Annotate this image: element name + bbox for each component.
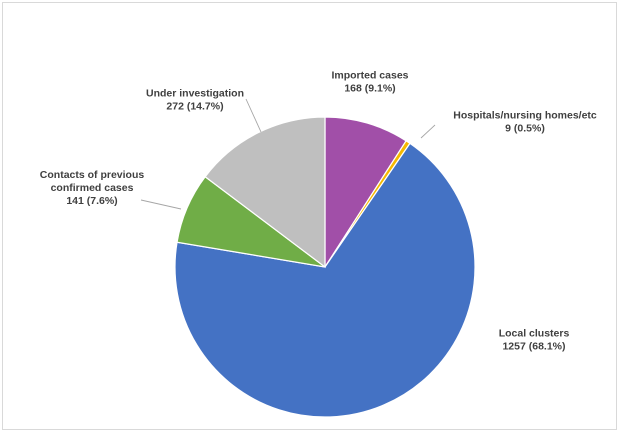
pie-slice-local-clusters [174,142,476,418]
leader-line-hospitals-nursing-homes-etc [420,124,436,139]
slice-value-label: 168 (9.1%) [344,83,395,95]
leader-line-contacts-of-previous-confirmed-cases [140,199,182,210]
slice-value-label: 1257 (68.1%) [502,341,565,353]
slice-category-label: Hospitals/nursing homes/etc [453,110,597,122]
slice-category-label: Under investigation [146,88,244,100]
pie-slice-imported-cases [324,116,407,270]
slice-value-label: 9 (0.5%) [505,123,545,135]
slice-value-label: 272 (14.7%) [166,101,223,113]
pie-slice-under-investigation [204,116,326,269]
slice-category-label: Local clusters [499,328,570,340]
chart-area: Imported cases 168 (9.1%) Hospitals/nursin… [2,2,617,430]
slice-value-label: 141 (7.6%) [66,195,117,207]
leader-line-under-investigation [245,98,262,133]
slice-category-label: confirmed cases [51,182,134,194]
slice-category-label: Imported cases [331,70,408,82]
slice-category-label: Contacts of previous [40,169,145,181]
